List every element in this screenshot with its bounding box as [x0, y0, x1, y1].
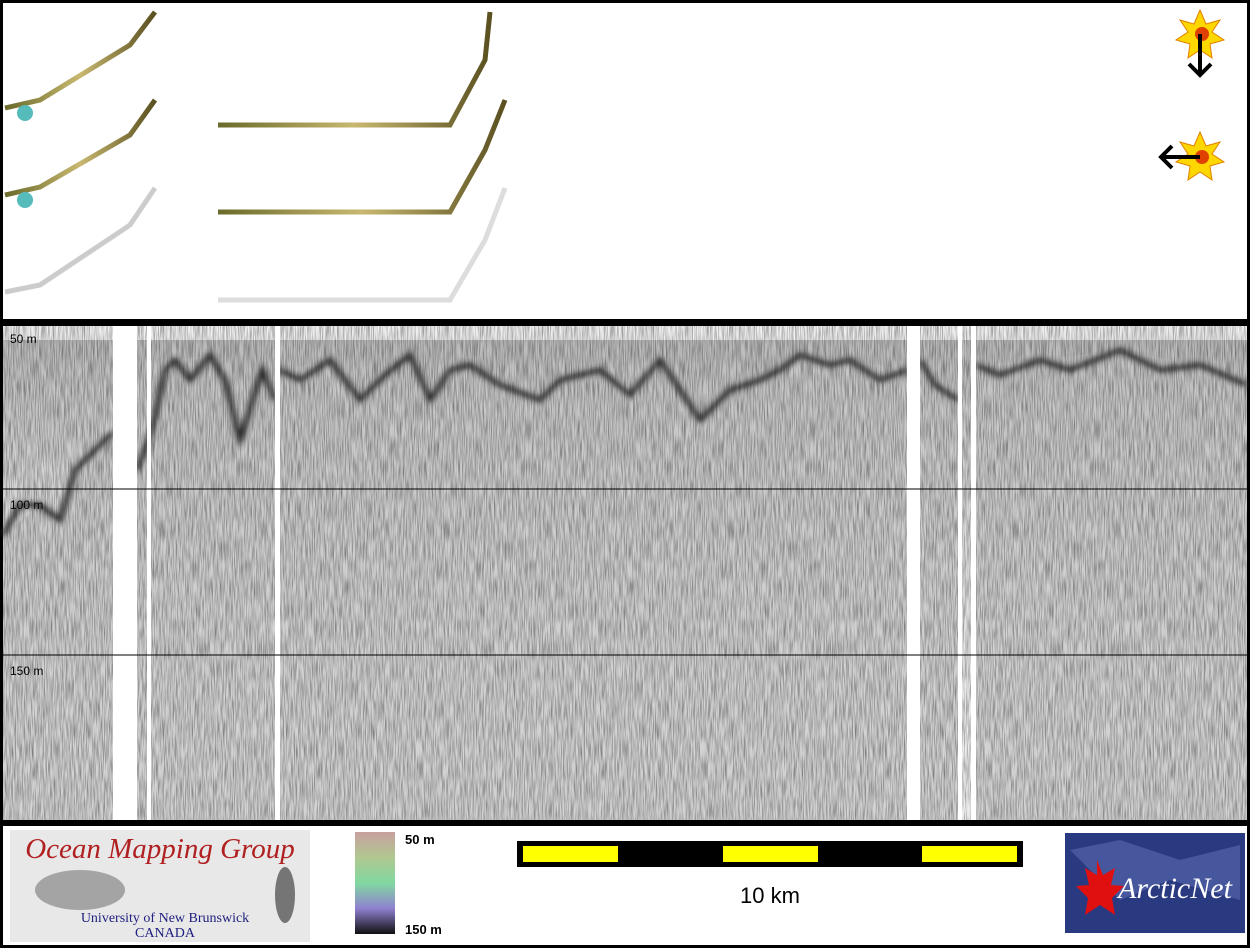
omg-logo: Ocean Mapping Group University of New Br… [10, 830, 310, 942]
colorbar: 50 m 150 m [355, 832, 442, 937]
depth-label: 50 m [10, 332, 37, 346]
echogram: 50 m 100 m 150 m [0, 326, 1248, 820]
depth-label: 100 m [10, 498, 43, 512]
partner-name: ArcticNet [1116, 872, 1233, 905]
colorbar-label: 50 m [405, 832, 435, 847]
scale-label: 10 km [740, 883, 800, 908]
track-panel [3, 3, 1247, 319]
colorbar-label: 150 m [405, 922, 442, 937]
tracks [4, 10, 508, 303]
logo-title: Ocean Mapping Group [25, 833, 295, 865]
sun-indicators [1158, 8, 1226, 182]
arcticnet-logo: ArcticNet [1065, 833, 1245, 933]
depth-label: 150 m [10, 664, 43, 678]
logo-line: CANADA [135, 926, 196, 941]
scale-bar: 10 km [517, 841, 1023, 908]
logo-line: University of New Brunswick [81, 911, 249, 926]
